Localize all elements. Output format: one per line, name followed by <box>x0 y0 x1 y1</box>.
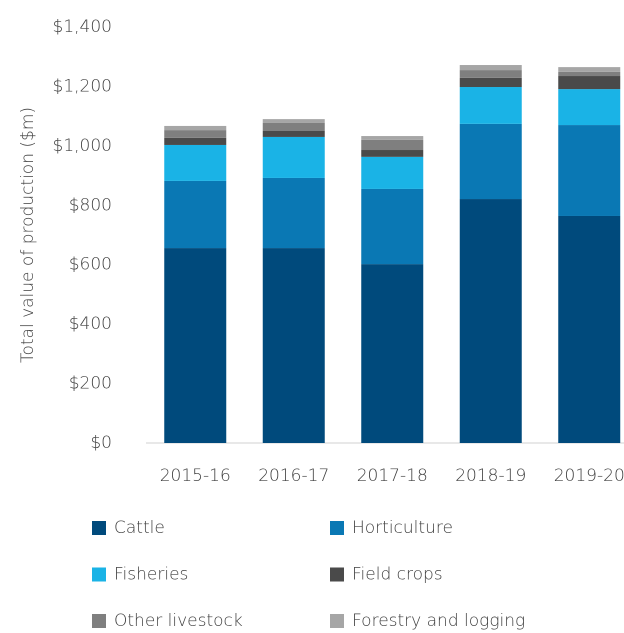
bar <box>262 122 325 131</box>
legend-label: Cattle <box>114 518 165 538</box>
y-tick-label: $600 <box>69 255 112 275</box>
legend-label: Other livestock <box>114 611 243 631</box>
bar <box>164 125 227 131</box>
bar <box>361 136 424 140</box>
bar <box>262 248 325 443</box>
bar <box>361 139 424 151</box>
y-tick-label: $1,200 <box>53 76 112 96</box>
x-tick-label: 2019-20 <box>554 466 624 486</box>
bar <box>361 264 424 443</box>
bar <box>558 215 621 443</box>
bar <box>459 77 522 88</box>
bar <box>558 76 621 90</box>
bar <box>262 136 325 178</box>
x-tick-label: 2015-16 <box>160 466 231 486</box>
bar <box>361 188 424 265</box>
bar <box>558 125 621 216</box>
x-tick-label: 2016-17 <box>258 466 329 486</box>
y-tick-label: $1,400 <box>53 17 112 37</box>
bar <box>558 89 621 126</box>
bar <box>262 119 325 123</box>
bar <box>459 123 522 200</box>
legend-label: Horticulture <box>352 518 453 538</box>
x-tick-label: 2018-19 <box>455 466 526 486</box>
legend-swatch <box>330 521 344 535</box>
x-tick-label: 2017-18 <box>357 466 428 486</box>
legend-label: Fisheries <box>114 565 188 585</box>
bar <box>164 144 227 181</box>
y-tick-label: $0 <box>90 433 112 453</box>
bar <box>361 156 424 189</box>
y-tick-label: $800 <box>69 195 112 215</box>
legend-swatch <box>92 521 106 535</box>
legend-swatch <box>330 614 344 628</box>
bar <box>558 71 621 77</box>
bar <box>361 150 424 157</box>
bar <box>459 87 522 124</box>
legend-label: Forestry and logging <box>352 611 525 631</box>
legend-swatch <box>330 567 344 582</box>
bar <box>164 180 227 249</box>
bar <box>164 137 227 145</box>
bar <box>262 131 325 137</box>
bar <box>164 130 227 138</box>
legend-label: Field crops <box>352 565 443 585</box>
bar <box>459 70 522 78</box>
bar <box>164 248 227 443</box>
bar <box>459 65 522 71</box>
legend-swatch <box>92 567 106 582</box>
y-axis-title: Total value of production ($m) <box>18 107 38 363</box>
bar <box>459 199 522 443</box>
bar <box>558 67 621 72</box>
y-tick-label: $1,000 <box>53 136 112 156</box>
y-tick-label: $200 <box>69 374 112 394</box>
y-tick-label: $400 <box>69 314 112 334</box>
legend-swatch <box>92 614 106 628</box>
bar <box>262 177 325 249</box>
